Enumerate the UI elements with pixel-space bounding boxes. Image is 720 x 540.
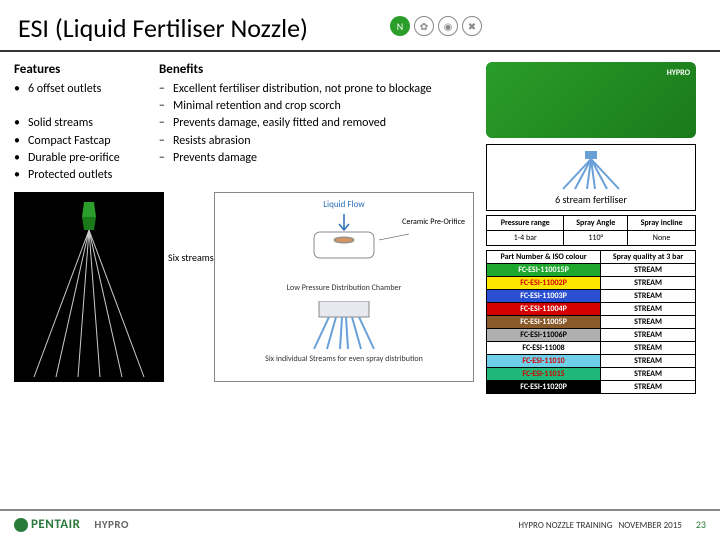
feature-3: Durable pre-orifice <box>28 150 159 166</box>
feature-0: 6 offset outlets <box>28 81 159 97</box>
bug-icon: ✖ <box>462 16 482 36</box>
six-streams-diagram <box>14 192 164 382</box>
pattern-box: 6 stream fertiliser <box>486 144 696 211</box>
page-number: 23 <box>696 518 706 531</box>
nozzle-image: HYPRO <box>486 62 696 138</box>
part-number: FC-ESI-11010 <box>487 355 601 368</box>
spray-quality: STREAM <box>601 355 696 368</box>
part-number: FC-ESI-11020P <box>487 381 601 394</box>
spray-quality: STREAM <box>601 316 696 329</box>
spray-quality: STREAM <box>601 277 696 290</box>
spray-quality: STREAM <box>601 303 696 316</box>
hypro-badge: HYPRO <box>667 68 690 78</box>
cutaway-diagram: Liquid Flow Ceramic Pre-Orifice Low Pres… <box>214 192 474 382</box>
benefit-0: Excellent fertiliser distribution, not p… <box>173 81 474 97</box>
part-number: FC-ESI-11003P <box>487 290 601 303</box>
benefits-header: Benefits <box>159 62 474 77</box>
benefit-1: Minimal retention and crop scorch <box>173 98 474 114</box>
footer-date: NOVEMBER 2015 <box>619 520 682 531</box>
part-number: FC-ESI-11004P <box>487 303 601 316</box>
page-title: ESI (Liquid Fertiliser Nozzle) <box>0 0 720 52</box>
pentair-logo: PENTAIR <box>14 517 80 532</box>
leaf-icon: ✿ <box>414 16 434 36</box>
spray-quality: STREAM <box>601 368 696 381</box>
features-header: Features <box>14 62 159 77</box>
part-number: FC-ESI-11005P <box>487 316 601 329</box>
footer-training: HYPRO NOZZLE TRAINING <box>518 520 612 531</box>
feature-4: Protected outlets <box>28 167 159 183</box>
drop-icon: ◉ <box>438 16 458 36</box>
six-streams-label: Six streams <box>168 252 214 263</box>
spray-quality: STREAM <box>601 329 696 342</box>
parts-table: Part Number & ISO colour Spray quality a… <box>486 250 696 394</box>
benefit-4: Prevents damage <box>173 150 474 166</box>
hypro-logo: HYPRO <box>94 518 129 531</box>
part-number: FC-ESI-11006P <box>487 329 601 342</box>
benefit-2: Prevents damage, easily fitted and remov… <box>173 115 474 131</box>
feature-1: Solid streams <box>28 115 159 131</box>
benefit-3: Resists abrasion <box>173 133 474 149</box>
spray-quality: STREAM <box>601 290 696 303</box>
feature-2: Compact Fastcap <box>28 133 159 149</box>
spray-quality: STREAM <box>601 381 696 394</box>
properties-table: Pressure range Spray Angle Spray incline… <box>486 215 696 246</box>
part-number: FC-ESI-11015 <box>487 368 601 381</box>
part-number: FC-ESI-110015P <box>487 264 601 277</box>
part-number: FC-ESI-11002P <box>487 277 601 290</box>
npk-icon: N <box>390 16 410 36</box>
header-icons: N ✿ ◉ ✖ <box>390 16 482 36</box>
spray-quality: STREAM <box>601 264 696 277</box>
part-number: FC-ESI-11008 <box>487 342 601 355</box>
footer: PENTAIR HYPRO HYPRO NOZZLE TRAINING NOVE… <box>0 509 720 532</box>
spray-quality: STREAM <box>601 342 696 355</box>
